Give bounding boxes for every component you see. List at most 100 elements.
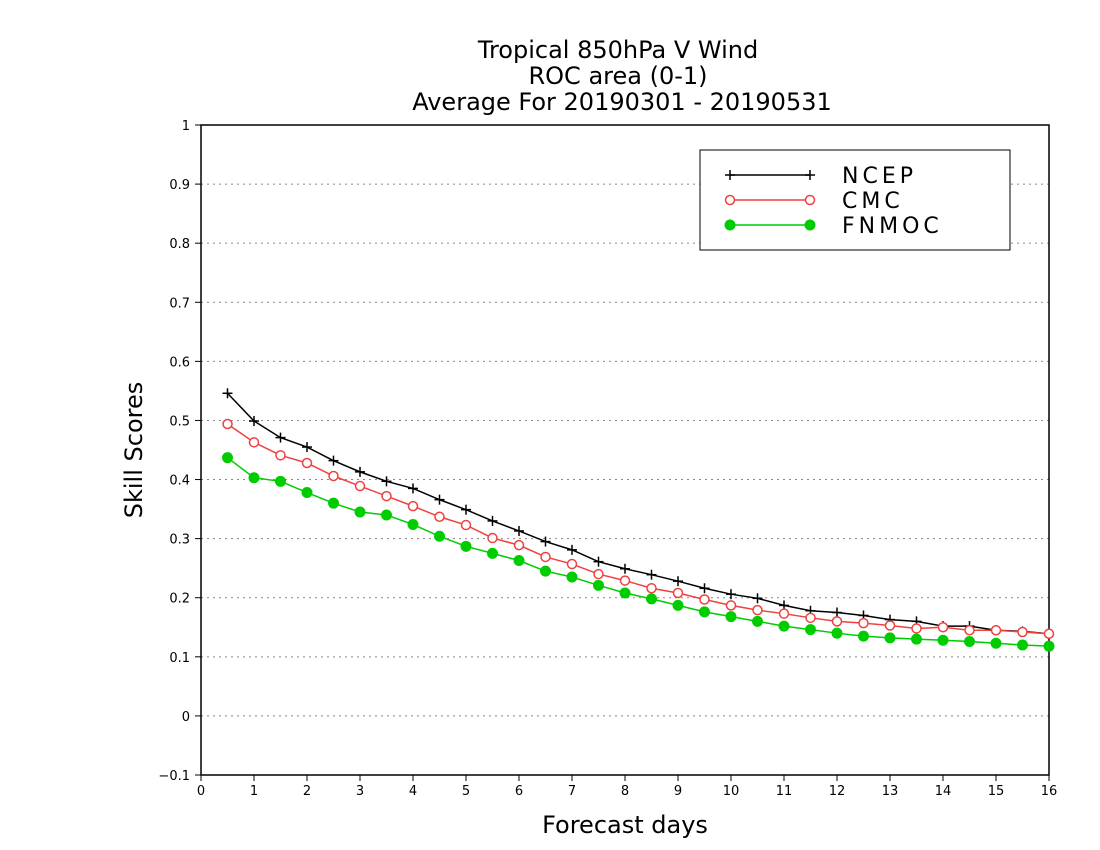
- data-point-ncep: [593, 556, 604, 567]
- data-point-fnmoc: [672, 599, 684, 611]
- data-point-cmc: [566, 558, 578, 570]
- data-point-fnmoc: [1043, 640, 1055, 652]
- x-tick-label: 8: [621, 784, 629, 799]
- data-point-cmc: [990, 624, 1002, 636]
- data-point-ncep: [699, 583, 710, 594]
- y-tick-label: 0.6: [169, 355, 190, 370]
- data-point-cmc: [434, 511, 445, 523]
- data-point-cmc: [1043, 628, 1055, 640]
- series-line-ncep: [226, 392, 1050, 635]
- data-point-fnmoc: [513, 555, 525, 566]
- y-tick-label: 0.7: [169, 296, 190, 311]
- data-point-cmc: [354, 480, 366, 492]
- data-point-ncep: [434, 494, 445, 505]
- data-point-fnmoc: [752, 615, 763, 627]
- x-tick-label: 9: [674, 784, 682, 799]
- y-tick-label: 0.5: [169, 414, 190, 429]
- data-point-ncep: [514, 525, 524, 536]
- data-point-cmc: [725, 600, 737, 611]
- data-point-cmc: [275, 450, 286, 461]
- y-tick-label: 0.3: [169, 533, 190, 548]
- x-tick-label: 16: [1041, 784, 1058, 799]
- legend-label-fnmoc: FNMOC: [842, 214, 943, 239]
- data-point-fnmoc: [222, 452, 233, 464]
- y-tick-label: 0: [182, 710, 190, 725]
- data-point-cmc: [222, 418, 233, 430]
- data-point-cmc: [805, 612, 816, 624]
- data-point-cmc: [619, 575, 631, 586]
- data-point-fnmoc: [1017, 639, 1028, 651]
- y-axis-ticks: −0.1 0 0.1 0.2 0.3 0.4 0.5 0.6 0.7 0.8 0.9 1: [158, 119, 201, 784]
- data-point-cmc: [301, 457, 313, 469]
- data-point-cmc: [540, 551, 551, 563]
- x-axis-label: Forecast days: [542, 811, 708, 839]
- data-point-cmc: [672, 587, 684, 599]
- legend-marker-cmc: [804, 194, 816, 206]
- data-point-fnmoc: [407, 518, 419, 530]
- x-tick-label: 7: [568, 784, 576, 799]
- data-point-cmc: [248, 437, 260, 448]
- data-point-ncep: [487, 515, 498, 526]
- x-axis-ticks: 0 1 2 3 4 5 6 7 8 9 10 11 12 13 14 15 16: [197, 775, 1057, 799]
- data-point-fnmoc: [858, 630, 869, 642]
- x-tick-label: 5: [462, 784, 470, 799]
- data-point-fnmoc: [301, 487, 313, 499]
- data-point-fnmoc: [248, 472, 260, 484]
- x-tick-label: 1: [250, 784, 258, 799]
- data-point-cmc: [460, 519, 472, 531]
- chart-title-line-3: Average For 20190301 - 20190531: [412, 88, 832, 116]
- y-tick-label: 0.8: [169, 237, 190, 252]
- data-point-ncep: [302, 442, 312, 453]
- data-point-ncep: [726, 589, 736, 600]
- data-point-ncep: [381, 476, 392, 487]
- data-point-fnmoc: [381, 509, 392, 521]
- x-tick-label: 6: [515, 784, 523, 799]
- data-point-fnmoc: [540, 565, 551, 577]
- data-point-cmc: [593, 568, 604, 580]
- data-point-ncep: [673, 576, 683, 587]
- data-point-cmc: [937, 622, 949, 633]
- legend-marker-cmc: [724, 194, 736, 206]
- data-point-cmc: [699, 594, 710, 605]
- data-point-ncep: [646, 569, 657, 580]
- x-tick-label: 3: [356, 784, 364, 799]
- x-tick-label: 12: [829, 784, 846, 799]
- data-point-fnmoc: [646, 593, 657, 605]
- data-point-ncep: [567, 544, 577, 555]
- data-point-ncep: [752, 593, 763, 604]
- data-point-cmc: [381, 490, 392, 502]
- data-point-fnmoc: [964, 635, 975, 647]
- data-point-fnmoc: [725, 611, 737, 623]
- legend-marker-ncep: [805, 170, 815, 180]
- data-point-fnmoc: [990, 637, 1002, 649]
- data-point-ncep: [408, 483, 418, 494]
- legend-entry-cmc: CMC: [724, 189, 904, 214]
- data-point-cmc: [513, 539, 525, 551]
- data-point-cmc: [884, 620, 896, 631]
- data-point-fnmoc: [460, 540, 472, 552]
- y-tick-label: 1: [182, 119, 190, 134]
- data-point-fnmoc: [275, 475, 286, 487]
- data-point-cmc: [407, 500, 419, 512]
- x-tick-label: 11: [776, 784, 793, 799]
- legend-entry-fnmoc: FNMOC: [724, 214, 943, 239]
- y-axis-label: Skill Scores: [120, 382, 148, 519]
- data-point-fnmoc: [619, 587, 631, 599]
- data-point-ncep: [540, 536, 551, 547]
- data-point-fnmoc: [699, 606, 710, 618]
- x-tick-label: 2: [303, 784, 311, 799]
- data-point-cmc: [487, 532, 498, 544]
- data-point-cmc: [646, 583, 657, 594]
- y-tick-label: −0.1: [158, 769, 190, 784]
- data-point-cmc: [858, 617, 869, 629]
- data-point-ncep: [222, 388, 233, 399]
- data-point-fnmoc: [487, 547, 498, 559]
- data-point-cmc: [831, 616, 843, 627]
- y-tick-label: 0.4: [169, 474, 190, 489]
- legend-label-cmc: CMC: [842, 189, 904, 214]
- x-tick-label: 14: [935, 784, 952, 799]
- legend-marker-ncep: [725, 170, 735, 180]
- data-point-ncep: [355, 466, 365, 477]
